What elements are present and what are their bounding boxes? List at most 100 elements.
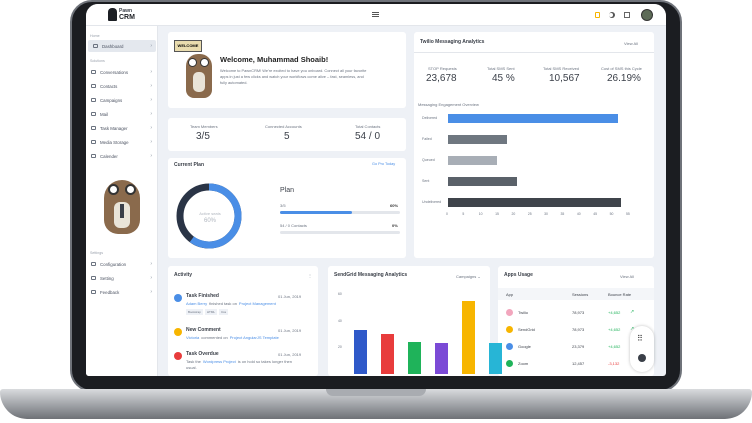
welcome-body-3: fully automated. xyxy=(220,80,248,85)
table-row[interactable]: Twilio 78,973 +4,652 ↗ xyxy=(498,306,654,320)
sidebar-item-campaigns[interactable]: Campaigns › xyxy=(86,94,156,106)
activity-date: 01 Jun, 2019 xyxy=(278,328,302,333)
pawn-icon xyxy=(108,8,117,21)
feedback-icon xyxy=(91,290,96,294)
twilio-view-all[interactable]: View All xyxy=(624,41,638,46)
app-sessions: 78,973 xyxy=(572,327,585,332)
twilio-header: Twilio Messaging Analytics xyxy=(420,39,485,45)
activity-line2: usual. xyxy=(186,365,197,370)
comment-icon xyxy=(174,328,182,336)
activity-target[interactable]: Wordpress Project xyxy=(202,359,236,364)
sendgrid-icon xyxy=(506,326,513,333)
activity-title: Task Overdue xyxy=(186,351,219,357)
bar xyxy=(462,300,475,374)
tick-label: 55 xyxy=(626,212,630,216)
grid-icon[interactable]: ⠿ xyxy=(637,334,643,343)
kpi-value-sent: 45 % xyxy=(492,73,515,84)
sidebar-item-media-storage[interactable]: Media Storage › xyxy=(86,136,156,148)
activity-card: Activity ⋮ Task Finished 01 Jun, 2019 Ad… xyxy=(168,266,318,376)
calendar-icon xyxy=(91,154,96,158)
activity-more-icon[interactable]: ⋮ xyxy=(308,273,312,278)
chevron-right-icon: › xyxy=(150,69,152,75)
activity-target[interactable]: Project Management xyxy=(238,301,276,306)
activity-user[interactable]: Victoria xyxy=(186,335,200,340)
tick-label: 15 xyxy=(495,212,499,216)
sidebar-label: Media Storage xyxy=(100,139,129,145)
bar xyxy=(448,135,507,144)
sidebar-item-conversations[interactable]: Conversations › xyxy=(86,66,156,78)
chat-bubble-icon[interactable] xyxy=(638,354,646,362)
welcome-sign: WELCOME xyxy=(174,40,202,52)
chevron-right-icon: › xyxy=(150,111,152,117)
activity-post: is on hold so takes longer then xyxy=(237,359,292,364)
col-bounce: Bounce Rate xyxy=(608,292,632,297)
owl-with-sign: WELCOME xyxy=(174,40,216,102)
tick-label: 20 xyxy=(511,212,516,216)
activity-header: Activity xyxy=(174,272,193,278)
activity-pre: Task the xyxy=(186,359,201,364)
category-label: Sent xyxy=(422,179,430,183)
plan-row1-track xyxy=(280,211,400,214)
sidebar-label: Mail xyxy=(100,111,109,117)
chevron-right-icon: › xyxy=(150,83,152,89)
moon-icon[interactable] xyxy=(609,12,615,18)
col-sessions: Sessions xyxy=(572,292,589,297)
app-bounce: +4,652 xyxy=(608,327,621,332)
tasks-icon xyxy=(91,126,96,130)
sidebar-item-contacts[interactable]: Contacts › xyxy=(86,80,156,92)
brand-logo[interactable]: Pawn CRM xyxy=(108,8,135,21)
notification-icon[interactable] xyxy=(595,12,600,18)
chevron-right-icon: › xyxy=(150,261,152,267)
tick-label: 40 xyxy=(338,318,342,323)
menu-icon[interactable] xyxy=(372,12,379,17)
sidebar-item-feedback[interactable]: Feedback › xyxy=(86,286,156,298)
app-sessions: 23,379 xyxy=(572,344,585,349)
top-bar xyxy=(86,4,666,26)
plan-title: Plan xyxy=(280,187,295,194)
sidebar-label: Feedback xyxy=(100,289,120,295)
kpi-label-sent: Total SMS Sent xyxy=(487,66,515,71)
sidebar-item-configuration[interactable]: Configuration › xyxy=(86,258,156,270)
sidebar-label: Calender xyxy=(100,153,118,159)
category-label: Undelivered xyxy=(422,200,442,204)
kpi-value-cost: 26.19% xyxy=(607,73,641,84)
stat-value-accounts: 5 xyxy=(284,131,290,142)
fullscreen-icon[interactable] xyxy=(624,12,630,18)
apps-view-all[interactable]: View All xyxy=(620,274,634,279)
app-name: SendGrid xyxy=(518,327,535,332)
activity-user[interactable]: Adam Berry xyxy=(186,301,208,306)
bar xyxy=(354,330,367,374)
plan-row2-label: 54 / 0 Contacts xyxy=(280,223,307,228)
tag-badge: HTML xyxy=(204,309,218,315)
folder-icon xyxy=(91,140,96,144)
monitor-icon xyxy=(91,262,96,266)
sidebar-item-dashboard[interactable]: Dashboard › xyxy=(88,40,156,52)
section-settings: Settings xyxy=(90,251,103,255)
sendgrid-filter-dropdown[interactable]: Campaigns ⌄ xyxy=(456,274,481,279)
category-label: Failed xyxy=(422,137,432,141)
activity-target[interactable]: Project AngularJS Template xyxy=(229,335,279,340)
chevron-right-icon: › xyxy=(150,289,152,295)
welcome-title: Welcome, Muhammad Shoaib! xyxy=(220,55,329,64)
stat-label-team: Team Members xyxy=(190,124,218,129)
sidebar: Home Dashboard › Solutions Conversations ›… xyxy=(86,26,158,376)
tick-label: 60 xyxy=(338,292,342,296)
chevron-right-icon: › xyxy=(150,43,152,49)
kpi-label-stop: STOP Requests xyxy=(428,66,457,71)
sidebar-item-mail[interactable]: Mail › xyxy=(86,108,156,120)
alert-icon xyxy=(174,352,182,360)
stats-card: Team Members 3/5 Connected Accounts 5 To… xyxy=(168,118,406,151)
plan-donut xyxy=(176,183,242,249)
tick-label: 30 xyxy=(544,212,548,216)
tick-label: 5 xyxy=(462,212,465,216)
sidebar-item-task-manager[interactable]: Task Manager › xyxy=(86,122,156,134)
plan-row2-value: 0% xyxy=(392,223,398,228)
welcome-body-1: Welcome to PawnCRM! We're excited to hav… xyxy=(220,68,367,73)
brand-line1: Pawn xyxy=(119,7,133,14)
kpi-value-received: 10,567 xyxy=(549,73,580,84)
avatar[interactable] xyxy=(641,9,653,21)
sidebar-item-setting[interactable]: Setting › xyxy=(86,272,156,284)
tick-label: 0 xyxy=(446,212,448,216)
go-pro-link[interactable]: Go Pro Today xyxy=(372,162,396,166)
sidebar-item-calender[interactable]: Calender › xyxy=(86,150,156,162)
